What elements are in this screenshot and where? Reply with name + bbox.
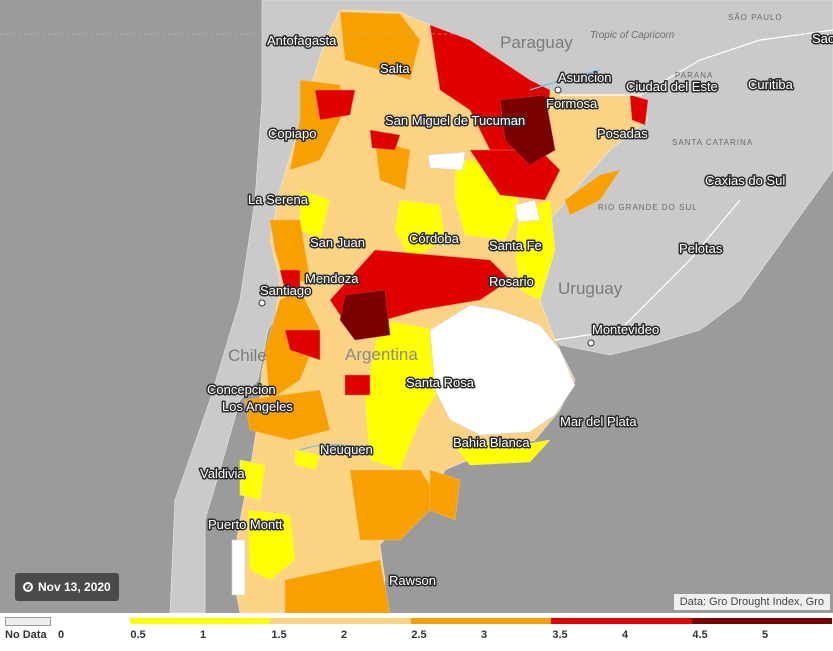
city-label-mar-del-plata[interactable]: Mar del Plata (559, 413, 639, 431)
index-0.5-1.5-areas (239, 159, 556, 581)
city-label-ciudad-del-este[interactable]: Ciudad del Este (625, 78, 720, 96)
date-text: Nov 13, 2020 (38, 580, 111, 594)
city-label-santa-fe[interactable]: Santa Fe (488, 237, 544, 255)
no-data-swatch (5, 617, 51, 626)
legend-band (551, 618, 692, 624)
legend-color-bar (130, 618, 833, 624)
city-label-curitiba[interactable]: Curitiba (747, 76, 796, 94)
city-label-puerto-montt[interactable]: Puerto Montt (207, 516, 285, 534)
legend-tick: 4 (621, 629, 629, 641)
city-label-neuquen[interactable]: Neuquen (319, 441, 375, 459)
country-label-chile: Chile (228, 346, 267, 365)
index-4.5-5.5-areas (339, 94, 556, 341)
legend-band (410, 618, 552, 624)
legend-zero-label: 0 (58, 629, 65, 641)
legend-tick: 4.5 (692, 629, 708, 641)
region-label-sao-paulo: SÃO PAULO (728, 13, 783, 22)
city-label-mendoza[interactable]: Mendoza (304, 270, 361, 288)
city-label-rosario[interactable]: Rosario (488, 273, 536, 291)
country-label-uruguay: Uruguay (558, 279, 623, 298)
clock-icon (23, 582, 33, 592)
no-data-label: No Data (5, 629, 47, 641)
city-label-santiago[interactable]: Santiago (259, 282, 313, 300)
city-label-sao[interactable]: Sao (811, 30, 833, 48)
legend-tick: 3 (480, 629, 488, 641)
city-label-pelotas[interactable]: Pelotas (678, 240, 725, 258)
city-label-copiapo[interactable]: Copiapo (267, 125, 318, 143)
city-label-bahia-blanca[interactable]: Bahia Blanca (452, 434, 532, 452)
legend-band (270, 618, 411, 624)
city-label-la-serena[interactable]: La Serena (247, 191, 311, 209)
city-label-antofagasta[interactable]: Antofagasta (266, 32, 339, 50)
legend-tick: 0.5 (130, 629, 146, 641)
country-label-argentina: Argentina (345, 345, 418, 364)
legend-tick: 2.5 (411, 629, 427, 641)
no-data-areas (231, 151, 576, 596)
legend-tick: 2 (340, 629, 348, 641)
city-label-los-angeles[interactable]: Los Angeles (221, 398, 295, 416)
city-label-salta[interactable]: Salta (379, 60, 412, 78)
legend-tick: 5 (761, 629, 769, 641)
city-label-santa-rosa[interactable]: Santa Rosa (405, 374, 477, 392)
city-label-concepcion[interactable]: Concepcion (206, 381, 278, 399)
legend-tick: 1.5 (271, 629, 287, 641)
city-label-valdivia[interactable]: Valdivia (199, 465, 247, 483)
city-label-montevideo[interactable]: Montevideo (591, 321, 661, 339)
legend-band (691, 618, 833, 624)
legend-band (130, 618, 271, 624)
city-label-san-miguel[interactable]: San Miguel de Tucuman (384, 112, 527, 130)
legend-tick: 1 (199, 629, 207, 641)
drought-map[interactable]: Paraguay Uruguay Chile Argentina SÃO PAU… (0, 0, 833, 613)
date-badge: Nov 13, 2020 (15, 573, 119, 601)
region-label-santa-catarina: SANTA CATARINA (672, 138, 753, 147)
region-label-parana: PARANA (675, 71, 713, 80)
legend: No Data 0 0.5 1 1.5 2 2.5 3 3.5 4 4.5 5 (0, 613, 833, 651)
city-label-san-juan[interactable]: San Juan (309, 234, 367, 252)
country-label-paraguay: Paraguay (500, 33, 573, 52)
legend-tick: 3.5 (552, 629, 568, 641)
attribution: Data: Gro Drought Index, Gro (673, 594, 830, 610)
index-2.5-3.5-areas (244, 11, 621, 613)
city-label-cordoba[interactable]: Córdoba (408, 230, 462, 248)
tropic-label: Tropic of Capricorn (590, 30, 675, 41)
city-markers (258, 86, 595, 347)
city-label-asuncion[interactable]: Asuncion (557, 69, 613, 87)
city-label-rawson[interactable]: Rawson (388, 572, 438, 590)
city-label-caxias[interactable]: Caxias do Sul (704, 172, 787, 190)
city-label-posadas[interactable]: Posadas (596, 125, 650, 143)
city-label-formosa[interactable]: Formosa (545, 95, 600, 113)
region-label-rio-grande: RIO GRANDE DO SUL (598, 203, 698, 212)
borders (554, 29, 833, 341)
rivers (299, 69, 601, 451)
